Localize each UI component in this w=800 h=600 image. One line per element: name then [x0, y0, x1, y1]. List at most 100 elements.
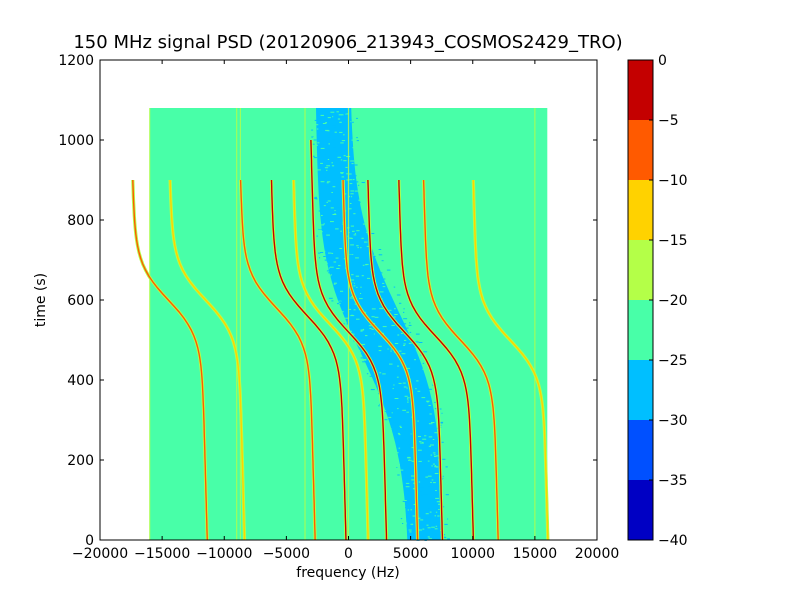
trace-core — [422, 179, 499, 541]
x-tick-label: −5000 — [263, 546, 310, 562]
speckle-cell — [410, 523, 414, 525]
speckle-cell — [360, 286, 362, 288]
speckle-cell — [414, 359, 416, 361]
speckle-cell — [445, 498, 450, 500]
y-tick-label: 200 — [67, 453, 94, 469]
speckle-cell — [409, 515, 412, 517]
speckle-cell — [390, 348, 392, 350]
speckle-cell — [408, 342, 412, 344]
speckle-cell — [331, 162, 333, 164]
speckle-cell — [351, 163, 354, 165]
speckle-cell — [363, 280, 366, 282]
speckle-cell — [447, 518, 449, 520]
speckle-cell — [418, 481, 421, 483]
speckle-cell — [323, 183, 327, 185]
speckle-cell — [442, 475, 444, 477]
speckle-cell — [327, 200, 331, 202]
speckle-cell — [423, 351, 428, 353]
speckle-cell — [406, 477, 410, 479]
speckle-cell — [338, 197, 340, 199]
y-tick-label: 600 — [67, 293, 94, 309]
speckle-cell — [330, 207, 334, 209]
speckle-cell — [406, 393, 410, 395]
speckle-cell — [339, 248, 343, 249]
speckle-cell — [374, 355, 378, 357]
speckle-cell — [338, 153, 340, 155]
speckle-cell — [436, 537, 441, 538]
speckle-cell — [333, 193, 336, 195]
speckle-cell — [432, 484, 435, 486]
speckle-cell — [414, 433, 418, 435]
speckle-cell — [355, 257, 359, 259]
speckle-cell — [428, 517, 432, 519]
speckle-cell — [431, 526, 435, 528]
speckle-cell — [398, 434, 401, 436]
speckle-cell — [410, 509, 412, 511]
speckle-cell — [388, 416, 392, 418]
speckle-cell — [405, 486, 410, 488]
speckle-cell — [434, 466, 438, 468]
speckle-cell — [379, 357, 381, 359]
speckle-cell — [408, 490, 411, 492]
y-tick-label: 0 — [85, 533, 94, 549]
speckle-cell — [419, 441, 422, 443]
speckle-cell — [422, 528, 425, 530]
speckle-cell — [389, 325, 392, 327]
speckle-cell — [311, 136, 314, 138]
doppler-trace — [239, 179, 317, 541]
speckle-cell — [384, 419, 388, 421]
speckle-cell — [355, 115, 359, 117]
speckle-cell — [408, 324, 412, 326]
speckle-cell — [404, 395, 408, 397]
speckle-cell — [368, 325, 372, 327]
speckle-cell — [377, 365, 381, 367]
speckle-cell — [409, 498, 413, 500]
speckle-cell — [406, 398, 409, 400]
speckle-cell — [343, 331, 345, 333]
speckle-cell — [434, 401, 436, 403]
speckle-cell — [410, 376, 414, 377]
speckle-cell — [394, 467, 398, 469]
speckle-cell — [399, 302, 402, 304]
doppler-trace — [269, 179, 348, 541]
speckle-cell — [313, 197, 317, 199]
speckle-cell — [338, 265, 341, 267]
speckle-cell — [415, 341, 419, 343]
speckle-cell — [373, 255, 376, 257]
speckle-cell — [335, 289, 338, 291]
speckle-cell — [426, 401, 430, 403]
speckle-cell — [326, 234, 330, 236]
speckle-cell — [331, 192, 333, 193]
speckle-cell — [320, 224, 324, 226]
speckle-cell — [318, 151, 322, 153]
speckle-cell — [399, 364, 402, 366]
speckle-cell — [402, 461, 406, 463]
speckle-cell — [411, 490, 414, 492]
speckle-cell — [338, 114, 342, 116]
speckle-cell — [411, 447, 415, 449]
speckle-cell — [432, 452, 436, 454]
speckle-cell — [410, 536, 412, 538]
speckle-cell — [349, 203, 352, 204]
speckle-cell — [340, 306, 344, 308]
speckle-cell — [442, 506, 445, 508]
speckle-cell — [404, 399, 407, 401]
speckle-cell — [323, 223, 325, 225]
speckle-cell — [407, 509, 409, 511]
speckle-cell — [349, 173, 352, 175]
x-tick-label: 10000 — [450, 546, 495, 562]
speckle-cell — [426, 426, 428, 428]
speckle-cell — [401, 531, 403, 533]
speckle-cell — [418, 436, 421, 437]
trace-core — [310, 139, 388, 541]
speckle-cell — [351, 168, 353, 170]
speckle-cell — [336, 268, 340, 269]
speckle-cell — [357, 340, 361, 342]
trace-core — [472, 179, 549, 541]
speckle-cell — [349, 297, 354, 299]
speckle-cell — [402, 409, 406, 411]
doppler-trace — [471, 179, 550, 541]
speckle-cell — [337, 303, 340, 305]
speckle-cell — [327, 159, 330, 160]
speckle-cell — [320, 147, 325, 149]
